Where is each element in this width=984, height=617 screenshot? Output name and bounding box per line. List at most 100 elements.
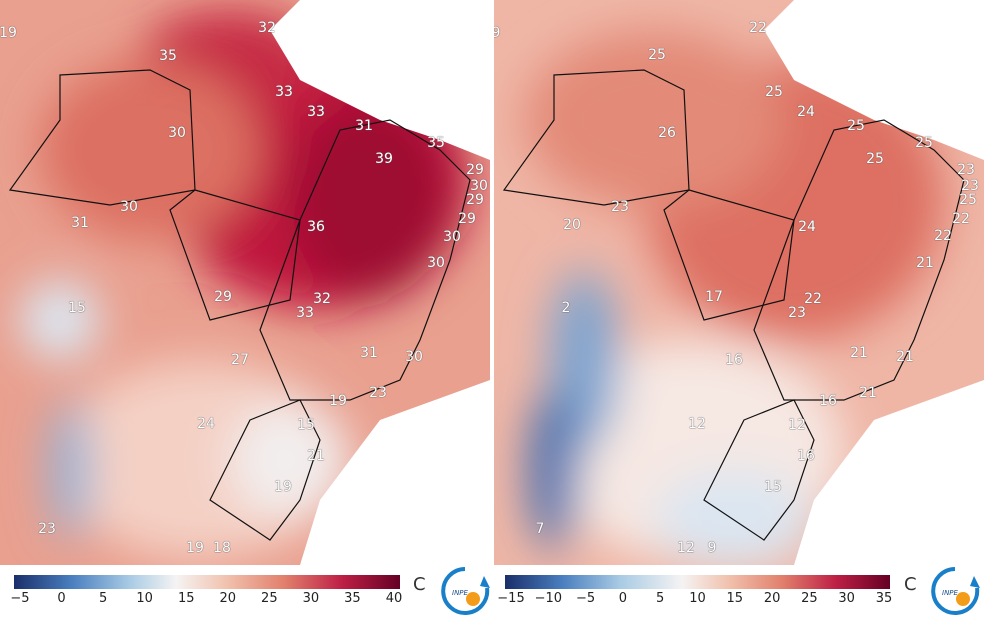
- colorbar-tick-label: 20: [763, 591, 781, 606]
- temperature-value-label: 15: [68, 300, 86, 316]
- temperature-value-label: 18: [213, 540, 231, 556]
- temperature-value-label: 23: [957, 162, 975, 178]
- colorbar-tick-label: 0: [618, 591, 628, 606]
- temperature-value-label: 16: [819, 393, 837, 409]
- temperature-value-label: 24: [797, 104, 815, 120]
- colorbar-tick-label: 30: [302, 591, 320, 606]
- temperature-value-label: 23: [961, 178, 979, 194]
- colorbar-tick-label: 5: [98, 591, 108, 606]
- colorbar-tick-label: 25: [801, 591, 818, 606]
- temperature-value-label: 21: [916, 255, 934, 271]
- colorbar-tick-label: −15: [497, 591, 525, 606]
- colorbar-tick-label: 0: [57, 591, 66, 606]
- temperature-value-label: 30: [120, 199, 138, 215]
- temperature-value-label: 30: [405, 349, 423, 365]
- temperature-value-label: 30: [470, 178, 488, 194]
- temperature-value-label: 19: [186, 540, 204, 556]
- colorbar-tick-label: 30: [838, 591, 855, 606]
- temperature-value-label: 26: [658, 125, 676, 141]
- temperature-value-label: 33: [296, 305, 314, 321]
- temperature-value-label: 25: [959, 192, 977, 208]
- colorbar-1: [14, 575, 400, 589]
- inpe-logo: INPE: [931, 567, 980, 615]
- temperature-value-label: 16: [725, 352, 743, 368]
- temperature-value-label: 21: [896, 349, 914, 365]
- temperature-value-label: 12: [788, 417, 806, 433]
- colorbar-tick-label: 15: [726, 591, 744, 606]
- temperature-value-label: 25: [847, 118, 865, 134]
- temperature-value-label: 22: [952, 211, 970, 227]
- temperature-value-label: 29: [214, 289, 232, 305]
- min-temperature-map: 9 22 25 25 24 25 26 25 25 23 23 25 22 22 23 20 24 21 17 22 2…: [494, 0, 984, 565]
- temperature-value-label: 30: [443, 229, 461, 245]
- temperature-value-label: 33: [275, 84, 293, 100]
- colorbar-tick-label: 10: [136, 591, 153, 606]
- temperature-value-label: 25: [648, 47, 666, 63]
- logo-text: INPE: [452, 589, 469, 597]
- temperature-value-label: 23: [611, 199, 629, 215]
- temperature-value-label: 24: [197, 416, 215, 432]
- temperature-value-label: 20: [563, 217, 581, 233]
- logo-text: INPE: [942, 589, 959, 597]
- inpe-logo: INPE: [441, 567, 490, 615]
- temperature-field-2: [494, 0, 984, 565]
- temperature-value-label: 12: [677, 540, 695, 556]
- temperature-value-label: 16: [797, 448, 815, 464]
- colorbar-tick-label: 5: [656, 591, 665, 606]
- colorbar-tick-label: 15: [177, 591, 195, 606]
- temperature-value-label: 21: [307, 448, 325, 464]
- temperature-value-label: 9: [494, 25, 501, 41]
- temperature-value-label: 22: [804, 291, 822, 307]
- temperature-value-label: 31: [360, 345, 378, 361]
- temperature-value-label: 23: [369, 385, 387, 401]
- temperature-value-label: 19: [329, 393, 347, 409]
- temperature-value-label: 23: [38, 521, 56, 537]
- max-temperature-map: 19 32 35 33 33 30 31 39 35 29 30 29 29 30 30 31 36 30 29 32…: [0, 0, 490, 565]
- temperature-value-label: 12: [688, 416, 706, 432]
- temperature-value-label: 33: [307, 104, 325, 120]
- temperature-value-label: 7: [535, 521, 545, 537]
- temperature-value-label: 15: [764, 479, 782, 495]
- temperature-value-label: 9: [707, 540, 717, 556]
- temperature-value-label: 32: [258, 20, 276, 36]
- temperature-value-label: 2: [561, 300, 571, 316]
- temperature-value-label: 39: [375, 151, 393, 167]
- temperature-value-label: 32: [313, 291, 331, 307]
- temperature-value-label: 31: [71, 215, 89, 231]
- colorbar-tick-label: 35: [875, 591, 893, 606]
- colorbar-2: [505, 575, 890, 589]
- temperature-value-label: 22: [934, 228, 952, 244]
- temperature-value-label: 31: [355, 118, 373, 134]
- temperature-value-label: 21: [859, 385, 877, 401]
- colorbar-tick-label: −5: [576, 591, 596, 606]
- temperature-value-label: 29: [466, 162, 484, 178]
- temperature-value-label: 19: [274, 479, 292, 495]
- temperature-value-label: 25: [765, 84, 783, 100]
- unit-label-1: C: [413, 574, 426, 595]
- temperature-value-label: 17: [705, 289, 723, 305]
- colorbar-tick-label: 40: [385, 591, 403, 606]
- temperature-value-label: 25: [866, 151, 884, 167]
- temperature-value-label: 36: [307, 219, 325, 235]
- colorbar-tick-label: −10: [534, 591, 563, 606]
- temperature-field-1: [0, 0, 490, 565]
- colorbar-tick-label: 20: [219, 591, 237, 606]
- unit-label-2: C: [904, 574, 917, 595]
- temperature-value-label: 29: [458, 211, 476, 227]
- temperature-value-label: 35: [159, 48, 177, 64]
- temperature-value-label: 24: [798, 219, 816, 235]
- temperature-value-label: 30: [427, 255, 445, 271]
- temperature-value-label: 22: [749, 20, 767, 36]
- temperature-value-label: 30: [168, 125, 186, 141]
- temperature-value-label: 35: [427, 135, 445, 151]
- temperature-value-label: 25: [915, 135, 933, 151]
- temperature-value-label: 27: [231, 352, 249, 368]
- temperature-value-label: 29: [466, 192, 484, 208]
- colorbar-tick-label: −5: [10, 591, 30, 606]
- colorbar-tick-label: 25: [261, 591, 278, 606]
- colorbar-tick-label: 10: [689, 591, 706, 606]
- temperature-value-label: 15: [297, 417, 315, 433]
- temperature-value-label: 21: [850, 345, 868, 361]
- colorbar-tick-label: 35: [344, 591, 361, 606]
- temperature-value-label: 19: [0, 25, 17, 41]
